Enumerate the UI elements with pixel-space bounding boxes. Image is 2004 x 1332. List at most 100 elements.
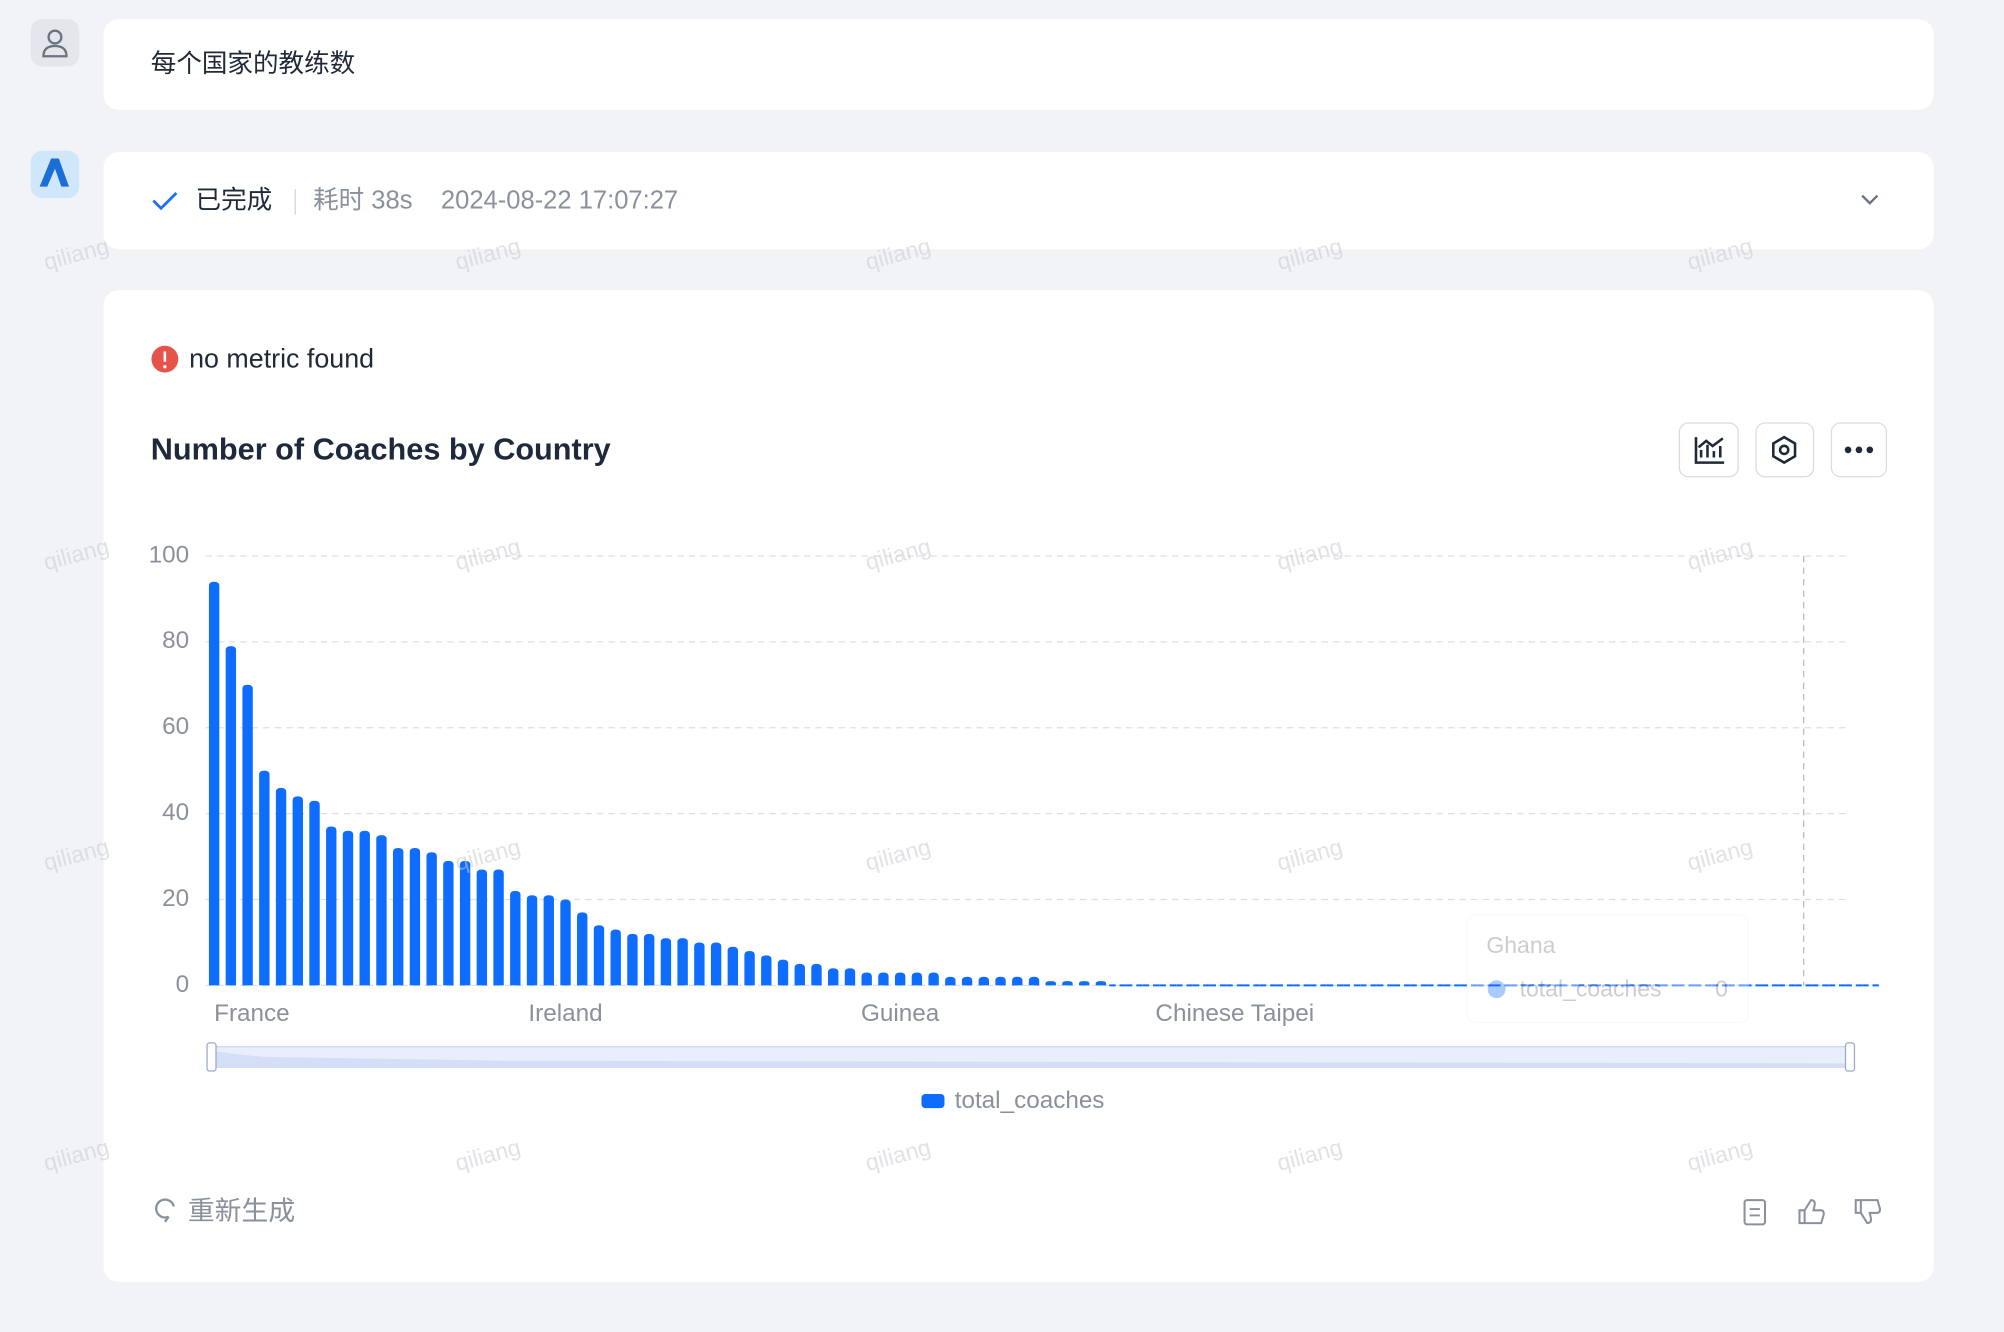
bar (1095, 981, 1107, 986)
bar (426, 852, 437, 986)
tooltip-title: Ghana (1486, 932, 1555, 958)
bar (577, 912, 588, 986)
y-tick-label: 40 (162, 799, 189, 826)
tooltip-box (1466, 914, 1750, 1024)
bar (945, 976, 956, 986)
bar (393, 847, 404, 986)
settings-icon (1778, 444, 1790, 456)
bar (543, 895, 554, 986)
bar (727, 946, 739, 986)
y-tick-label: 100 (149, 541, 190, 568)
bar (777, 959, 789, 986)
bar (894, 972, 906, 986)
tooltip: Ghana total_coaches 0 (1466, 914, 1750, 1024)
bar (878, 972, 889, 986)
bar (961, 976, 973, 986)
bar (627, 933, 638, 986)
bot-logo (39, 158, 70, 187)
bar (359, 830, 370, 986)
bar (694, 942, 705, 986)
toolbar (1678, 422, 1888, 478)
timestamp: 2024-08-22 17:07:27 (441, 187, 678, 215)
x-tick-label: France (214, 1000, 290, 1027)
status-card (103, 152, 1934, 250)
zoom-preview (212, 1050, 1851, 1068)
check-icon (152, 191, 178, 211)
bar (660, 938, 672, 986)
chart-title: Number of Coaches by Country (151, 432, 611, 466)
error-message: no metric found (189, 344, 374, 374)
y-tick-label: 20 (162, 885, 189, 912)
copy-icon (1749, 1208, 1760, 1217)
zoom-handle[interactable] (206, 1042, 217, 1072)
chart-card (103, 290, 1934, 1282)
expand-chevron[interactable] (1861, 194, 1879, 205)
duration: 耗时 38s (313, 187, 412, 215)
y-tick-label: 60 (162, 713, 189, 740)
bar (376, 835, 387, 986)
bar (443, 860, 454, 986)
bar (928, 972, 939, 986)
tooltip-dot (1487, 980, 1506, 999)
copy-icon[interactable] (1743, 1199, 1767, 1226)
regenerate-icon (155, 1198, 175, 1223)
bar (259, 770, 270, 986)
bar (610, 929, 621, 986)
bar (292, 796, 303, 986)
more-icon (1855, 446, 1863, 454)
y-tick-label: 80 (162, 627, 189, 654)
legend-swatch (921, 1094, 945, 1109)
settings-icon (1772, 435, 1797, 465)
regenerate-button[interactable]: 重新生成 (188, 1196, 295, 1226)
zoom-handle[interactable] (1844, 1042, 1856, 1072)
dislike-icon[interactable] (1854, 1199, 1882, 1225)
status-label: 已完成 (196, 187, 273, 215)
y-tick-label: 0 (176, 971, 190, 998)
bar (526, 895, 538, 986)
bar (225, 646, 237, 986)
more-icon (1866, 446, 1874, 454)
bar (409, 847, 421, 986)
bar (476, 869, 488, 986)
bar (761, 955, 772, 986)
x-tick-label: Chinese Taipei (1155, 1000, 1314, 1027)
bar (275, 787, 287, 986)
bar (309, 800, 320, 986)
like-icon[interactable] (1798, 1199, 1825, 1225)
x-tick-label: Guinea (861, 1000, 940, 1027)
bar (1028, 976, 1040, 986)
legend-label: total_coaches (955, 1087, 1105, 1114)
bar (326, 826, 337, 986)
bar (493, 869, 504, 986)
bar (1062, 981, 1073, 986)
bar (242, 684, 253, 986)
settings-button[interactable] (1755, 422, 1815, 478)
bar (811, 963, 822, 986)
user-icon (47, 29, 63, 45)
tooltip-value: 0 (1715, 976, 1728, 1002)
error-icon (163, 365, 167, 369)
message-card (103, 19, 1934, 110)
bar (911, 972, 923, 986)
bar (1045, 981, 1056, 986)
bar (861, 972, 872, 986)
bar (978, 976, 989, 986)
bar (995, 976, 1006, 986)
more-icon (1844, 446, 1852, 454)
bar (560, 899, 571, 986)
bar (710, 942, 722, 986)
user-message: 每个国家的教练数 (151, 50, 355, 78)
bar (459, 860, 471, 986)
bar (744, 951, 755, 986)
tooltip-series: total_coaches (1520, 976, 1662, 1002)
bar (510, 890, 521, 986)
bar (677, 938, 688, 986)
x-tick-label: Ireland (528, 1000, 602, 1027)
bar (593, 925, 605, 986)
bot-avatar (30, 150, 80, 199)
chart-icon (1694, 437, 1725, 464)
bar (208, 581, 220, 986)
